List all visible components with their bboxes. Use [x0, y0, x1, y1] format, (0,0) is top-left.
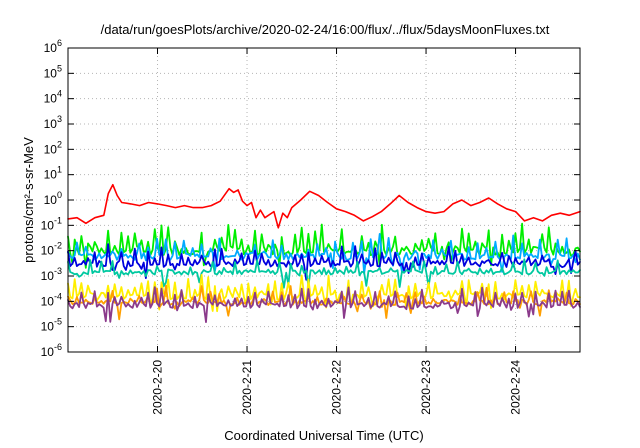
y-tick-label: 102: [44, 139, 62, 156]
y-tick-label: 10-2: [41, 241, 62, 258]
x-axis: 2020-2-20 2020-2-21 2020-2-22 2020-2-23 2020…: [151, 48, 523, 415]
y-tick-label: 105: [44, 63, 62, 80]
y-tick-label: 10-6: [41, 342, 62, 359]
x-tick-label: 2020-2-22: [330, 360, 344, 415]
y-tick-label: 104: [44, 89, 62, 106]
series-line: [67, 233, 581, 275]
x-tick-label: 2020-2-24: [509, 360, 523, 415]
series-line: [67, 286, 581, 323]
series-line: [67, 183, 581, 229]
y-tick-label: 10-4: [41, 291, 62, 308]
y-tick-label: 101: [44, 165, 62, 182]
series-group: [67, 183, 581, 323]
y-tick-label: 10-3: [41, 266, 62, 283]
y-axis-title: protons/cm²-s-sr-MeV: [21, 137, 36, 263]
y-tick-label: 10-1: [41, 215, 62, 232]
y-tick-label: 106: [44, 38, 62, 55]
x-axis-title: Coordinated Universal Time (UTC): [224, 428, 423, 443]
x-tick-label: 2020-2-21: [240, 360, 254, 415]
y-tick-label: 103: [44, 114, 62, 131]
y-tick-label: 10-5: [41, 317, 62, 334]
x-tick-label: 2020-2-23: [419, 360, 433, 415]
series-line: [67, 258, 581, 289]
y-axis: 10-6 10-5 10-4 10-3 10-2 10-1 100 101 102 103 104 1…: [41, 38, 580, 359]
chart-title: /data/run/goesPlots/archive/2020-02-24/1…: [101, 22, 550, 37]
x-tick-label: 2020-2-20: [151, 360, 165, 415]
series-line: [67, 243, 581, 281]
y-tick-label: 100: [44, 190, 62, 207]
